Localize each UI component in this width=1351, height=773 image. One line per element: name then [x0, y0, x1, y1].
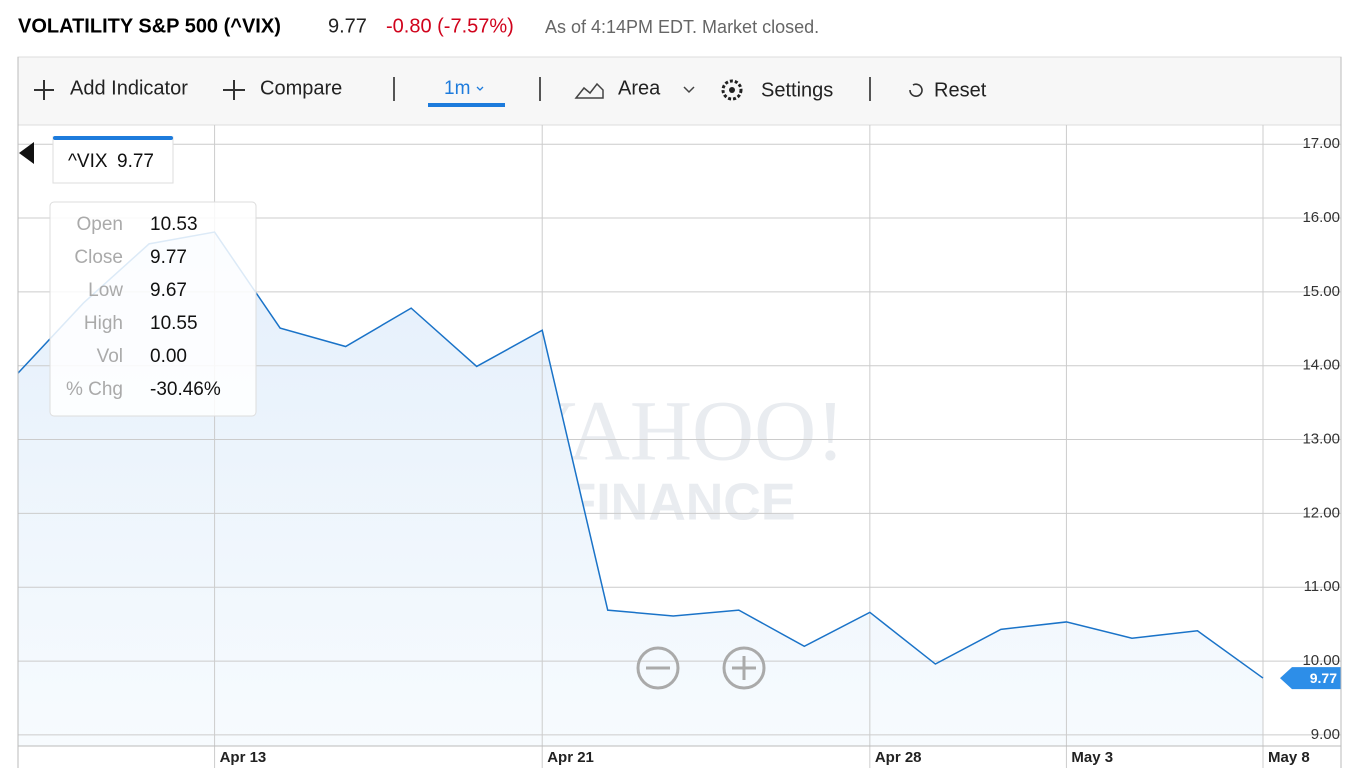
underline — [428, 103, 505, 107]
tooltip-value: 10.53 — [150, 214, 198, 235]
change: -0.80 (-7.57%) — [386, 15, 514, 37]
y-tick-label: 14.00 — [1302, 357, 1340, 374]
settings-button[interactable]: Settings — [721, 79, 833, 101]
y-tick-label: 10.00 — [1302, 652, 1340, 669]
legend-value: 9.77 — [117, 151, 154, 172]
area-icon — [574, 82, 604, 99]
plus-icon — [223, 80, 245, 100]
settings: Settings — [761, 79, 833, 101]
legend-name: ^VIX — [68, 151, 108, 172]
zoom-out-icon — [636, 646, 680, 690]
tooltip-rows: Open 10.53 Close 9.77 Low 9.67 High 10.55 Vol 0.0… — [66, 214, 221, 400]
tooltip-label: Vol — [97, 346, 123, 367]
watermark: FINANCE — [564, 474, 795, 532]
chevron — [476, 86, 484, 91]
y-tick-label: 12.00 — [1302, 504, 1340, 521]
x-tick-label: Apr 13 — [220, 749, 267, 766]
tooltip-value: -30.46% — [150, 379, 221, 400]
x-tick-label: May 8 — [1268, 749, 1310, 766]
tooltip-label: Close — [74, 247, 123, 268]
tooltip-label: % Chg — [66, 379, 123, 400]
legend-box — [52, 136, 174, 184]
tooltip — [49, 201, 257, 417]
x-tick-label: May 3 — [1071, 749, 1113, 766]
zoom-in[interactable] — [722, 646, 766, 690]
y-tick-label: 11.00 — [1304, 578, 1340, 595]
y-tick-label: 17.00 — [1302, 135, 1340, 152]
toolbar — [17, 56, 1342, 126]
reset: Reset — [934, 79, 987, 101]
tooltip-value: 10.55 — [150, 313, 198, 334]
tooltip-label: High — [84, 313, 123, 334]
gear-icon — [721, 79, 743, 101]
chart-type: Area — [618, 77, 661, 99]
add-indicator: Add Indicator — [70, 77, 188, 99]
plot: YAHOO!FINANCE9.0010.0011.0012.0013.0014.… — [17, 125, 1341, 768]
x-tick-label: Apr 21 — [547, 749, 594, 766]
plus — [732, 656, 756, 680]
price: 9.77 — [328, 15, 367, 37]
title: VOLATILITY S&P 500 (^VIX) — [18, 15, 281, 37]
collapse-arrow[interactable] — [19, 142, 34, 164]
price-marker — [1280, 667, 1341, 690]
y-tick-label: 13.00 — [1302, 431, 1340, 448]
y-tick-label: 9.00 — [1311, 726, 1340, 743]
gear-center — [729, 87, 735, 93]
reset-icon — [909, 83, 923, 97]
y-tick-label: 16.00 — [1302, 209, 1340, 226]
reset-button[interactable]: Reset — [909, 79, 987, 101]
price-marker-label: 9.77 — [1310, 670, 1337, 686]
chart-type-button[interactable]: Area — [574, 77, 695, 99]
area — [18, 232, 1263, 746]
range: 1m — [444, 78, 470, 99]
tooltip-label: Low — [88, 280, 123, 301]
tooltip-value: 0.00 — [150, 346, 187, 367]
compare-button[interactable]: Compare — [223, 77, 342, 100]
plus-icon — [34, 80, 54, 100]
zoom-out[interactable] — [636, 646, 680, 690]
status: As of 4:14PM EDT. Market closed. — [545, 17, 819, 37]
x-tick-label: Apr 28 — [875, 749, 922, 766]
compare: Compare — [260, 77, 342, 99]
chevron — [683, 86, 695, 94]
tooltip-label: Open — [77, 214, 123, 235]
range-button[interactable]: 1m — [428, 78, 505, 107]
add-indicator-button[interactable]: Add Indicator — [34, 77, 188, 100]
zoom-in-icon — [722, 646, 766, 690]
tooltip-value: 9.77 — [150, 247, 187, 268]
legend-bar — [53, 136, 173, 140]
y-tick-label: 15.00 — [1302, 283, 1340, 300]
tooltip-value: 9.67 — [150, 280, 187, 301]
